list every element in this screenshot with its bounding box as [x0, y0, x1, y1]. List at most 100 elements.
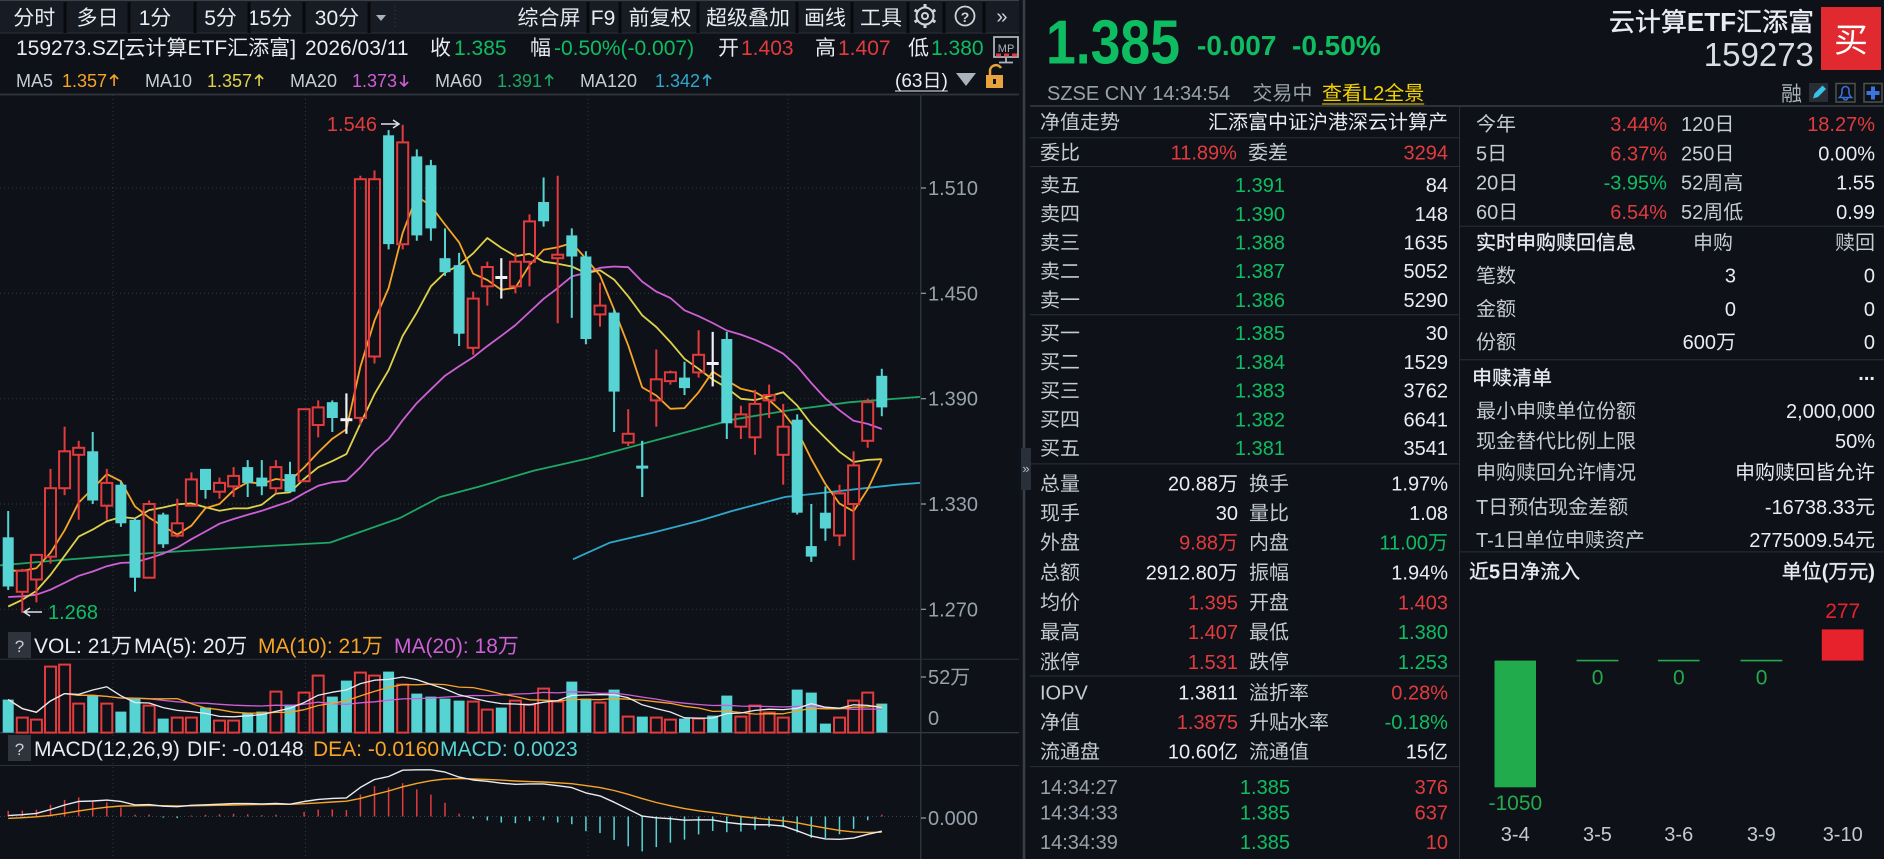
svg-text:0: 0: [928, 708, 939, 730]
svg-text:-0.50%(-0.007): -0.50%(-0.007): [554, 37, 694, 60]
svg-text:0: 0: [1864, 266, 1875, 288]
svg-text:(63: (63: [895, 71, 922, 92]
svg-text:1.3811: 1.3811: [1178, 683, 1238, 705]
svg-text:30: 30: [1216, 503, 1238, 525]
svg-text:5052: 5052: [1404, 261, 1449, 283]
svg-text:1.395: 1.395: [1188, 592, 1238, 614]
svg-text:L2: L2: [1362, 83, 1384, 105]
svg-text:SZSE CNY 14:34:54: SZSE CNY 14:34:54: [1047, 83, 1230, 105]
svg-text:15: 15: [248, 7, 271, 30]
svg-text:10.60: 10.60: [1168, 742, 1218, 764]
svg-text:159273.SZ[: 159273.SZ[: [16, 37, 125, 60]
svg-text:2026/03/11: 2026/03/11: [305, 37, 409, 60]
svg-text:20: 20: [1476, 173, 1498, 195]
svg-text:0.00%: 0.00%: [1818, 143, 1875, 165]
svg-text:...: ...: [1858, 363, 1875, 385]
svg-text:376: 376: [1415, 777, 1448, 799]
svg-text:»: »: [996, 6, 1007, 28]
svg-text:3762: 3762: [1404, 381, 1449, 403]
svg-text:1.407: 1.407: [1188, 622, 1238, 644]
svg-text:9.88: 9.88: [1179, 532, 1218, 554]
svg-text:1.403: 1.403: [741, 37, 794, 60]
svg-text:1.391: 1.391: [497, 71, 542, 91]
svg-text:6641: 6641: [1404, 409, 1449, 431]
svg-text:84: 84: [1426, 175, 1448, 197]
svg-text:]: ]: [290, 37, 296, 60]
svg-text:1.388: 1.388: [1235, 233, 1285, 255]
svg-text:1.357: 1.357: [62, 71, 107, 91]
svg-text:): ): [942, 71, 948, 92]
svg-text:?: ?: [961, 9, 970, 25]
svg-text:-0.50%: -0.50%: [1292, 30, 1381, 61]
svg-text:): ): [1868, 561, 1875, 583]
svg-text:1.08: 1.08: [1409, 503, 1448, 525]
svg-text:1.270: 1.270: [928, 599, 978, 621]
svg-text:15: 15: [1406, 742, 1428, 764]
svg-text:MA60: MA60: [435, 71, 482, 91]
svg-text:?: ?: [15, 740, 24, 759]
svg-text:0.28%: 0.28%: [1391, 683, 1448, 705]
svg-text:120: 120: [1681, 114, 1714, 136]
svg-text:5290: 5290: [1404, 290, 1449, 312]
svg-text:159273: 159273: [1704, 36, 1814, 73]
svg-text:MA20: MA20: [290, 71, 337, 91]
svg-text:3-6: 3-6: [1664, 824, 1693, 846]
svg-text:1.382: 1.382: [1235, 409, 1285, 431]
svg-text:MACD: 0.0023: MACD: 0.0023: [440, 738, 578, 761]
svg-text:2912.80: 2912.80: [1146, 562, 1218, 584]
svg-text:1.510: 1.510: [928, 178, 978, 200]
svg-text:-1050: -1050: [1489, 792, 1543, 815]
svg-text:1.407: 1.407: [838, 37, 891, 60]
svg-text:1.253: 1.253: [1398, 652, 1448, 674]
svg-text:52: 52: [1681, 202, 1703, 224]
svg-text:MA10: MA10: [145, 71, 192, 91]
svg-text:1.3875: 1.3875: [1177, 712, 1238, 734]
svg-text:3541: 3541: [1404, 438, 1449, 460]
svg-text:11.89%: 11.89%: [1171, 143, 1238, 165]
svg-text:1.385: 1.385: [1240, 777, 1290, 799]
svg-text:20.88: 20.88: [1168, 474, 1218, 496]
svg-text:3.44%: 3.44%: [1610, 114, 1667, 136]
svg-text:1.268: 1.268: [48, 602, 98, 624]
svg-text:MACD(12,26,9): MACD(12,26,9): [34, 738, 180, 761]
svg-text:0.99: 0.99: [1836, 202, 1875, 224]
svg-text:1.403: 1.403: [1398, 592, 1448, 614]
svg-text:1.386: 1.386: [1235, 290, 1285, 312]
svg-text:1.391: 1.391: [1235, 175, 1285, 197]
svg-text:T-1: T-1: [1476, 530, 1505, 552]
svg-text:0: 0: [1725, 299, 1736, 321]
svg-text:1.531: 1.531: [1188, 652, 1238, 674]
svg-text:VOL: 21: VOL: 21: [34, 635, 111, 658]
svg-text:1.384: 1.384: [1235, 352, 1285, 374]
svg-text:1.387: 1.387: [1235, 261, 1285, 283]
svg-text:14:34:27: 14:34:27: [1040, 777, 1118, 799]
svg-text:60: 60: [1476, 202, 1498, 224]
svg-text:MA(20): 18: MA(20): 18: [394, 635, 498, 658]
svg-text:5: 5: [1476, 143, 1487, 165]
svg-text:3294: 3294: [1404, 143, 1449, 165]
svg-text:637: 637: [1415, 803, 1448, 825]
svg-text:IOPV: IOPV: [1040, 683, 1088, 705]
svg-text:1.381: 1.381: [1235, 438, 1285, 460]
svg-text:1.390: 1.390: [1235, 204, 1285, 226]
svg-text:5: 5: [1489, 561, 1500, 583]
svg-text:MA(5): 20: MA(5): 20: [134, 635, 226, 658]
svg-text:F9: F9: [591, 7, 616, 30]
svg-text:1.385: 1.385: [454, 37, 507, 60]
svg-text:0: 0: [1673, 667, 1685, 690]
svg-text:ETF: ETF: [188, 37, 228, 60]
svg-text:MA(10): 21: MA(10): 21: [258, 635, 362, 658]
svg-text:14:34:39: 14:34:39: [1040, 832, 1118, 854]
svg-text:0: 0: [1864, 332, 1875, 354]
svg-text:1.385: 1.385: [1046, 9, 1180, 78]
svg-text:1.546: 1.546: [327, 114, 377, 136]
svg-text:0: 0: [1864, 299, 1875, 321]
svg-text:1.373: 1.373: [352, 71, 397, 91]
svg-text:DEA: -0.0160: DEA: -0.0160: [313, 738, 439, 761]
svg-text:1.380: 1.380: [1398, 622, 1448, 644]
svg-text:52: 52: [928, 667, 950, 689]
svg-text:»: »: [1022, 461, 1029, 476]
svg-text:1.55: 1.55: [1836, 173, 1875, 195]
svg-text:50%: 50%: [1835, 431, 1875, 453]
svg-text:18.27%: 18.27%: [1807, 114, 1875, 136]
